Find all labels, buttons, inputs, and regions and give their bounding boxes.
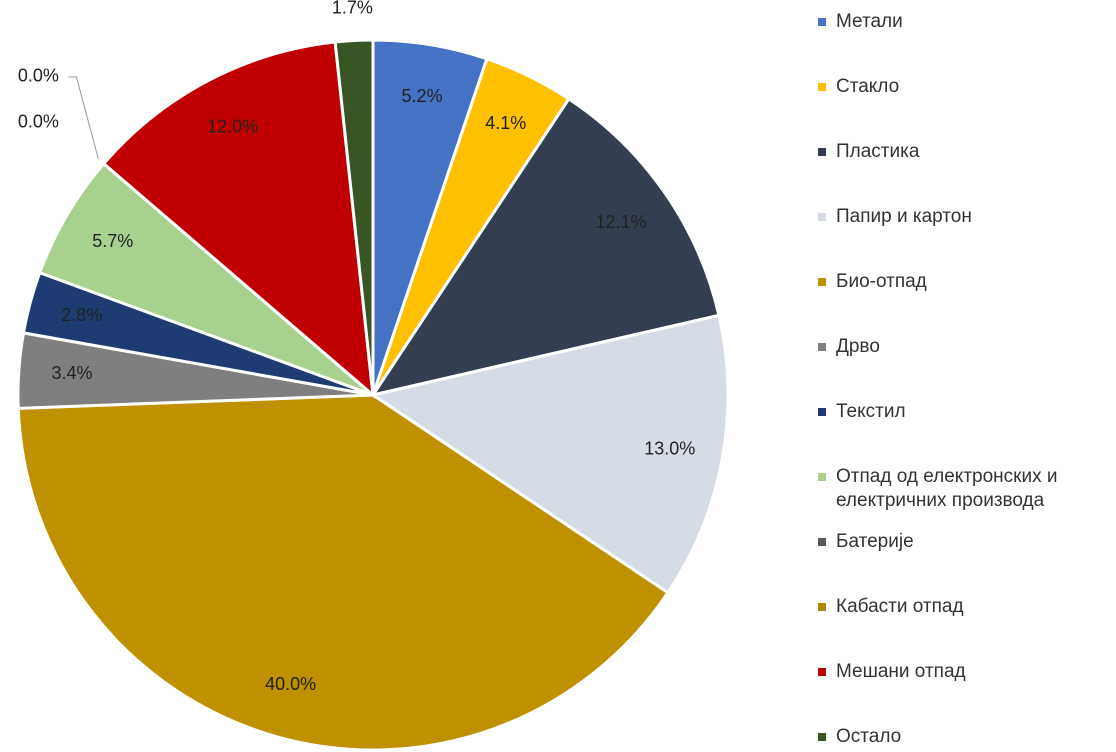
legend-swatch (818, 733, 826, 741)
legend-label: Остало (836, 726, 902, 747)
data-label: 0.0% (18, 66, 59, 86)
data-label: 12.0% (207, 117, 258, 137)
legend-label: Метали (836, 11, 903, 32)
legend-label: Папир и картон (836, 206, 972, 227)
pie-slice (333, 38, 375, 396)
leader-line (68, 76, 99, 160)
legend-item: Текстил (818, 400, 1114, 424)
legend-swatch (818, 343, 826, 351)
legend-label: Стакло (836, 76, 900, 97)
legend-item: Дрво (818, 335, 1114, 359)
pie-slice (16, 393, 670, 752)
legend-label: Кабасти отпад (836, 596, 964, 617)
data-label: 13.0% (644, 438, 695, 458)
legend-swatch (818, 148, 826, 156)
legend-swatch (818, 278, 826, 286)
legend-item: Отпад од електронских и електричних прои… (818, 465, 1114, 513)
legend-item: Био-отпад (818, 270, 1114, 294)
legend-label: Отпад од електронских и електричних прои… (836, 466, 1058, 511)
legend-swatch (818, 18, 826, 26)
data-label: 40.0% (265, 674, 316, 694)
data-label: 5.7% (92, 231, 133, 251)
data-label: 3.4% (51, 363, 92, 383)
data-label: 4.1% (485, 113, 526, 133)
data-label: 12.1% (595, 212, 646, 232)
data-label: 2.8% (61, 305, 102, 325)
legend-item: Метали (818, 10, 1114, 34)
pie-slice (37, 161, 374, 397)
pie-slice (101, 40, 375, 399)
data-label: 5.2% (402, 86, 443, 106)
data-label: 1.7% (332, 0, 373, 17)
legend-label: Био-отпад (836, 271, 927, 292)
legend-item: Мешани отпад (818, 660, 1114, 684)
pie-slice (369, 96, 721, 398)
legend-label: Текстил (836, 401, 906, 422)
legend-label: Батерије (836, 531, 914, 552)
legend-swatch (818, 83, 826, 91)
legend-item: Папир и картон (818, 205, 1114, 229)
legend-swatch (818, 603, 826, 611)
legend-swatch (818, 668, 826, 676)
legend-label: Пластика (836, 141, 920, 162)
legend-item: Стакло (818, 75, 1114, 99)
legend-swatch (818, 473, 826, 481)
legend-item: Остало (818, 725, 1114, 749)
legend-item: Батерије (818, 530, 1114, 554)
legend-swatch (818, 408, 826, 416)
legend-swatch (818, 538, 826, 546)
legend-swatch (818, 213, 826, 221)
legend-item: Пластика (818, 140, 1114, 164)
data-label: 0.0% (18, 112, 59, 132)
pie-slice (369, 313, 730, 595)
legend-item: Кабасти отпад (818, 595, 1114, 619)
legend-label: Дрво (836, 336, 880, 357)
legend-label: Мешани отпад (836, 661, 966, 682)
pie-chart: 5.2% 4.1% 12.1% 13.0% 40.0% 3.4% 2.8% 5.7% 0.0% 0… (16, 0, 730, 752)
